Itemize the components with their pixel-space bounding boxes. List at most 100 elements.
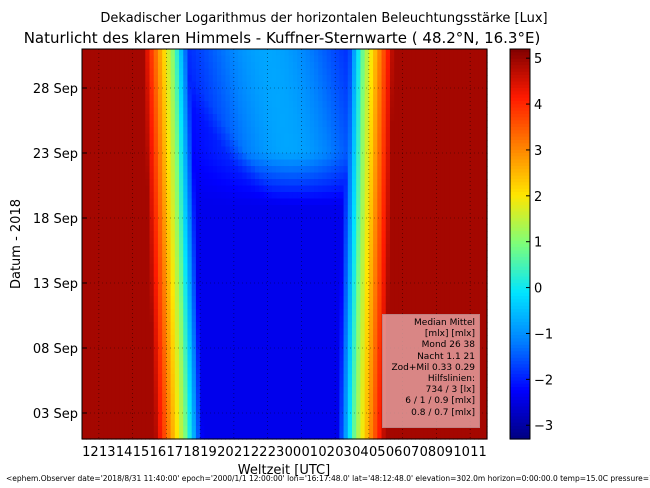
heatmap-cell — [187, 101, 193, 109]
heatmap-cell — [195, 140, 201, 148]
heatmap-cell — [465, 257, 471, 265]
heatmap-cell — [377, 367, 383, 375]
heatmap-cell — [440, 192, 446, 200]
heatmap-cell — [276, 49, 281, 57]
heatmap-cell — [153, 348, 159, 356]
heatmap-cell — [271, 250, 277, 258]
heatmap-cell — [94, 328, 100, 336]
heatmap-cell — [415, 166, 421, 174]
heatmap-cell — [309, 289, 315, 297]
heatmap-cell — [478, 289, 484, 297]
heatmap-cell — [398, 283, 404, 291]
heatmap-cell — [179, 250, 184, 258]
heatmap-cell — [174, 289, 180, 297]
heatmap-cell — [305, 237, 311, 245]
heatmap-cell — [174, 166, 180, 174]
heatmap-cell — [90, 270, 96, 278]
heatmap-cell — [267, 75, 273, 83]
heatmap-cell — [377, 55, 383, 63]
heatmap-cell — [318, 296, 324, 304]
heatmap-cell — [427, 179, 433, 187]
heatmap-cell — [436, 276, 442, 284]
heatmap-cell — [107, 120, 113, 128]
heatmap-cell — [141, 179, 146, 187]
heatmap-cell — [322, 179, 328, 187]
heatmap-cell — [259, 315, 265, 323]
heatmap-cell — [195, 101, 201, 109]
heatmap-cell — [246, 302, 252, 310]
heatmap-cell — [166, 211, 172, 219]
heatmap-cell — [141, 322, 146, 330]
heatmap-cell — [204, 296, 210, 304]
heatmap-cell — [288, 257, 294, 265]
heatmap-cell — [212, 257, 218, 265]
heatmap-cell — [195, 244, 201, 252]
heatmap-cell — [107, 114, 113, 122]
heatmap-cell — [263, 153, 269, 161]
heatmap-cell — [339, 68, 345, 76]
heatmap-cell — [381, 237, 387, 245]
heatmap-cell — [259, 185, 265, 193]
heatmap-cell — [267, 101, 273, 109]
heatmap-cell — [115, 133, 121, 141]
heatmap-cell — [427, 224, 433, 232]
heatmap-cell — [322, 88, 328, 96]
heatmap-cell — [326, 133, 332, 141]
heatmap-cell — [339, 315, 345, 323]
heatmap-cell — [440, 289, 446, 297]
heatmap-cell — [82, 387, 87, 395]
heatmap-cell — [389, 81, 395, 89]
heatmap-cell — [326, 341, 332, 349]
heatmap-cell — [297, 75, 302, 83]
heatmap-cell — [482, 166, 488, 174]
heatmap-cell — [394, 276, 400, 284]
heatmap-cell — [238, 361, 243, 369]
heatmap-cell — [246, 198, 252, 206]
heatmap-cell — [478, 94, 484, 102]
heatmap-cell — [309, 367, 315, 375]
heatmap-cell — [343, 127, 349, 135]
heatmap-cell — [225, 237, 231, 245]
heatmap-cell — [208, 159, 214, 167]
heatmap-cell — [394, 309, 400, 317]
heatmap-cell — [284, 159, 290, 167]
heatmap-cell — [373, 296, 378, 304]
heatmap-cell — [381, 250, 387, 258]
heatmap-cell — [339, 335, 345, 343]
heatmap-cell — [474, 302, 480, 310]
heatmap-cell — [297, 88, 302, 96]
heatmap-cell — [98, 328, 104, 336]
heatmap-cell — [128, 107, 134, 115]
heatmap-cell — [98, 257, 104, 265]
heatmap-cell — [474, 263, 480, 271]
heatmap-cell — [136, 218, 142, 226]
heatmap-cell — [225, 88, 231, 96]
heatmap-cell — [352, 153, 357, 161]
heatmap-cell — [174, 140, 180, 148]
heatmap-cell — [162, 166, 167, 174]
heatmap-cell — [326, 107, 332, 115]
heatmap-cell — [280, 120, 286, 128]
heatmap-cell — [254, 374, 260, 382]
heatmap-cell — [330, 361, 336, 369]
heatmap-cell — [149, 127, 155, 135]
heatmap-cell — [309, 380, 315, 388]
heatmap-cell — [389, 263, 395, 271]
heatmap-cell — [444, 166, 450, 174]
heatmap-cell — [119, 257, 125, 265]
heatmap-cell — [166, 270, 172, 278]
heatmap-cell — [166, 205, 172, 213]
heatmap-cell — [157, 62, 163, 70]
heatmap-cell — [478, 159, 484, 167]
heatmap-cell — [381, 231, 387, 239]
heatmap-cell — [115, 172, 121, 180]
heatmap-cell — [170, 283, 176, 291]
heatmap-cell — [238, 75, 243, 83]
heatmap-cell — [314, 68, 319, 76]
heatmap-cell — [179, 289, 184, 297]
heatmap-cell — [276, 276, 281, 284]
heatmap-cell — [263, 296, 269, 304]
heatmap-cell — [474, 257, 480, 265]
heatmap-cell — [107, 380, 113, 388]
heatmap-cell — [276, 250, 281, 258]
